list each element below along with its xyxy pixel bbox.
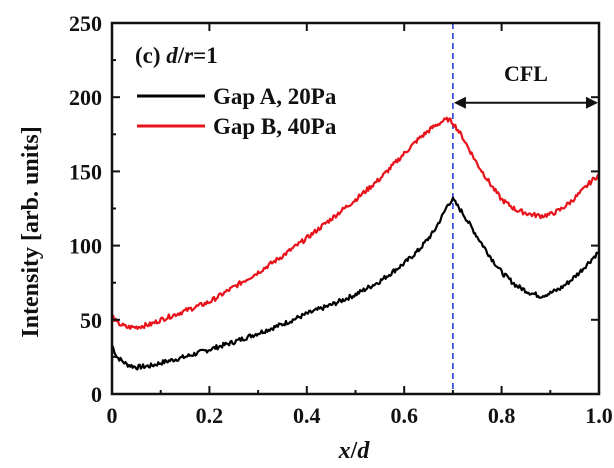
x-tick-label-0: 0 xyxy=(107,403,118,428)
panel-var-d: d xyxy=(166,43,178,68)
panel-var-r: r xyxy=(184,43,194,68)
x-tick-label-2: 0.4 xyxy=(293,403,321,428)
y-tick-label-5: 250 xyxy=(69,11,102,36)
x-axis-label: x/d xyxy=(338,438,371,464)
y-tick-label-3: 150 xyxy=(69,159,102,184)
legend-label-gap-b: Gap B, 40Pa xyxy=(213,114,337,139)
x-tick-label-1: 0.2 xyxy=(196,403,224,428)
cfl-annotation: CFL xyxy=(453,61,598,109)
x-tick-label-4: 0.8 xyxy=(488,403,516,428)
x-tick-label-3: 0.6 xyxy=(390,403,418,428)
axis-ticks: 0 0.2 0.4 0.6 0.8 1.0 0 50 100 150 200 250 xyxy=(69,11,613,428)
series-layer xyxy=(111,116,600,371)
panel-prefix: (c) xyxy=(135,43,166,68)
y-tick-label-4: 200 xyxy=(69,85,102,110)
x-axis-var-x: x xyxy=(338,438,351,464)
legend: Gap A, 20Pa Gap B, 40Pa xyxy=(137,84,337,139)
panel-label: (c) d/r=1 xyxy=(135,43,218,68)
panel-suffix: =1 xyxy=(193,43,218,68)
x-axis-var-d: d xyxy=(357,438,370,464)
cfl-arrowhead-left xyxy=(453,96,466,109)
series-line-1 xyxy=(111,116,600,331)
legend-label-gap-a: Gap A, 20Pa xyxy=(213,84,337,109)
x-tick-label-5: 1.0 xyxy=(585,403,613,428)
y-tick-label-1: 50 xyxy=(80,308,102,333)
x-axis-slash: / xyxy=(350,438,358,464)
cfl-arrowhead-right xyxy=(586,96,598,109)
y-tick-label-0: 0 xyxy=(91,382,102,407)
y-tick-label-2: 100 xyxy=(69,234,102,259)
panel-slash: / xyxy=(177,43,185,68)
cfl-label: CFL xyxy=(504,61,548,86)
y-axis-label: Intensity [arb. units] xyxy=(18,126,44,337)
series-line-0 xyxy=(111,196,600,371)
